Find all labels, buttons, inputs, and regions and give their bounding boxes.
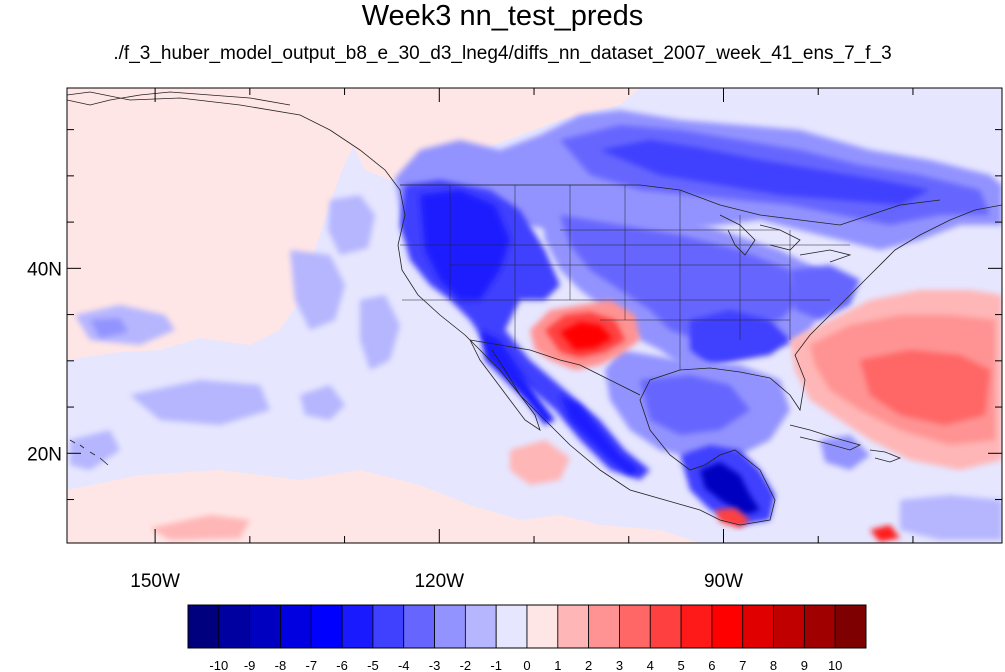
atlantic-strong-positive	[860, 350, 990, 425]
us-canada-border	[400, 184, 941, 226]
north-america-coastline	[67, 91, 1002, 526]
pacific-negative-patch-6	[300, 385, 345, 420]
colorbar-swatch	[773, 604, 805, 649]
north-pacific-positive	[300, 88, 640, 180]
colorbar-label: 1	[554, 658, 561, 672]
texas-peak-positive	[560, 322, 612, 350]
colorbar-label: 8	[770, 658, 777, 672]
anomaly-field	[67, 88, 1002, 543]
colorbar-swatch	[711, 604, 744, 649]
colorbar-swatch	[557, 604, 590, 649]
pacific-negative-patch-7	[70, 430, 120, 470]
colorbar-swatch	[526, 604, 559, 649]
colorbar-label: 3	[616, 658, 623, 672]
pacific-negative-patch-5	[130, 380, 270, 425]
colorbar-label: 7	[739, 658, 746, 672]
colorbar-label: -1	[490, 658, 502, 672]
colorbar-label: -10	[209, 658, 228, 672]
south-caribbean-negative	[900, 495, 1002, 540]
colorbar-swatch	[495, 604, 528, 649]
colorbar-label: 10	[828, 658, 842, 672]
east-pacific-positive	[510, 440, 570, 485]
colorbar-swatch	[218, 604, 251, 649]
map-axes: 150W 120W 90W 20N 40N	[27, 88, 1002, 592]
lon-tick-label: 90W	[704, 571, 743, 592]
colorbar-swatch	[464, 604, 497, 649]
pacific-negative-patch-2	[290, 250, 345, 330]
colorbar-label: 0	[523, 658, 530, 672]
lat-tick-label: 20N	[27, 444, 62, 465]
mexico-coastal-negative	[560, 395, 640, 475]
colorbar-label: -9	[244, 658, 256, 672]
colorbar-swatch	[680, 604, 713, 649]
colorbar-label: 2	[585, 658, 592, 672]
us-mexico-border	[469, 339, 641, 396]
hispaniola-outline	[869, 449, 902, 463]
central-america-strong-negative	[700, 462, 760, 515]
hawaii-positive	[150, 515, 250, 540]
colorbar-label: 6	[708, 658, 715, 672]
caribbean-positive-spot	[715, 508, 750, 528]
colorbar-swatch	[834, 604, 867, 649]
venezuela-positive-spot	[870, 525, 900, 542]
pacific-positive-region	[67, 88, 365, 360]
colorbar-swatch	[280, 604, 312, 649]
colorbar-label: -7	[305, 658, 317, 672]
colorbar-swatch	[249, 604, 281, 649]
colorbar-swatch	[619, 604, 651, 649]
great-lakes-negative	[600, 140, 930, 205]
colorbar-label: -8	[275, 658, 287, 672]
lon-tick-label: 120W	[414, 571, 464, 592]
colorbar-swatch	[341, 604, 374, 649]
colorbar-swatch	[803, 604, 836, 649]
gulf-moderate-negative	[640, 375, 750, 435]
cuba-outline	[789, 424, 862, 451]
colorbar-label: 4	[647, 658, 654, 672]
lat-tick-label: 40N	[27, 259, 62, 280]
colorbar-label: -4	[398, 658, 410, 672]
colorbar-label: -3	[429, 658, 441, 672]
colorbar-swatch	[403, 604, 435, 649]
colorbar-label: 5	[677, 658, 684, 672]
hawaii-islands	[69, 439, 109, 466]
colorbar-swatch	[434, 604, 466, 649]
caribbean-negative-spot	[820, 435, 870, 470]
baja-coastline	[469, 339, 541, 431]
colorbar-swatch	[588, 604, 620, 649]
colorbar-label: -2	[460, 658, 472, 672]
colorbar-label: -6	[336, 658, 348, 672]
baja-strong-negative	[480, 330, 555, 425]
pacific-negative-patch-1	[328, 195, 375, 255]
map-subtitle: ./f_3_huber_model_output_b8_e_30_d3_lneg…	[113, 43, 892, 64]
pacific-negative-patch-8	[360, 295, 400, 370]
colorbar-swatch	[649, 604, 682, 649]
colorbar-swatch	[310, 604, 343, 649]
state-borders	[400, 185, 850, 370]
colorbar-frame	[187, 604, 867, 649]
colorbar: -10 -9 -8 -7 -6 -5 -4 -3 -2 -1 0 1 2 3 4 5 6 7 8 9 10	[187, 604, 867, 672]
pacific-negative-patch-4	[90, 318, 128, 338]
map-title: Week3 nn_test_preds	[361, 0, 644, 32]
colorbar-swatch	[187, 604, 220, 649]
great-lakes-outline	[719, 214, 852, 263]
appalachian-negative	[790, 265, 860, 320]
colorbar-label: 9	[801, 658, 808, 672]
colorbar-label: -5	[367, 658, 379, 672]
colorbar-swatch	[742, 604, 774, 649]
colorbar-swatch	[372, 604, 405, 649]
lon-tick-label: 150W	[130, 571, 180, 592]
